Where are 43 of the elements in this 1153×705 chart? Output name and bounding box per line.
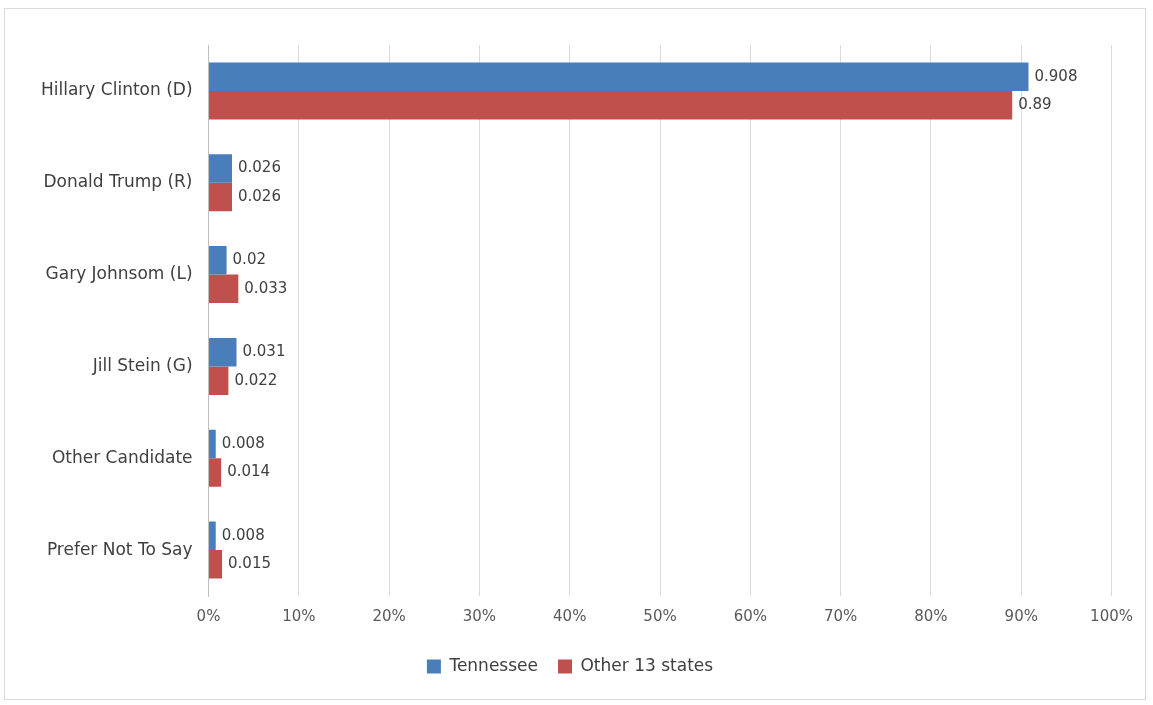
bar <box>209 521 216 551</box>
y-tick-label: Other Candidate <box>51 446 193 467</box>
bar <box>209 550 223 579</box>
data-label: 0.89 <box>1018 95 1052 114</box>
x-tick-label: 80% <box>914 606 948 625</box>
data-label: 0.02 <box>232 250 266 269</box>
bar <box>209 90 1013 120</box>
y-tick-label: Gary Johnsom (L) <box>45 263 193 284</box>
data-label: 0.908 <box>1034 66 1078 85</box>
data-label: 0.026 <box>237 158 281 177</box>
x-tick-label: 10% <box>282 606 316 625</box>
x-tick-label: 20% <box>372 606 406 625</box>
x-tick-label: 60% <box>733 606 768 625</box>
data-label: 0.014 <box>227 462 271 481</box>
x-tick-label: 0% <box>196 606 221 625</box>
data-label: 0.015 <box>228 554 272 573</box>
x-tick-label: 30% <box>462 606 497 625</box>
x-tick-label: 90% <box>1004 606 1038 625</box>
x-tick-label: 50% <box>643 606 677 625</box>
x-tick-label: 100% <box>1090 606 1133 625</box>
legend-label: Tennessee <box>448 654 538 675</box>
data-label: 0.033 <box>244 278 288 297</box>
bar <box>209 154 232 183</box>
data-label: 0.008 <box>221 433 265 452</box>
x-tick-label: 70% <box>823 606 858 625</box>
x-tick-label: 40% <box>553 606 587 625</box>
bar <box>209 246 227 275</box>
data-label: 0.008 <box>221 525 265 544</box>
bar <box>209 458 222 487</box>
bar <box>209 62 1029 91</box>
data-label: 0.031 <box>242 342 286 361</box>
data-label: 0.022 <box>234 370 278 389</box>
data-label: 0.026 <box>237 186 281 205</box>
legend-label: Other 13 states <box>580 654 714 675</box>
y-tick-label: Hillary Clinton (D) <box>41 79 193 100</box>
bar <box>209 274 239 304</box>
y-tick-label: Donald Trump (R) <box>43 171 193 192</box>
bar <box>209 182 232 212</box>
y-tick-label: Jill Stein (G) <box>91 354 193 375</box>
y-tick-label: Prefer Not To Say <box>46 538 193 559</box>
bar <box>209 337 237 367</box>
bar <box>209 429 216 459</box>
bar <box>209 366 229 395</box>
